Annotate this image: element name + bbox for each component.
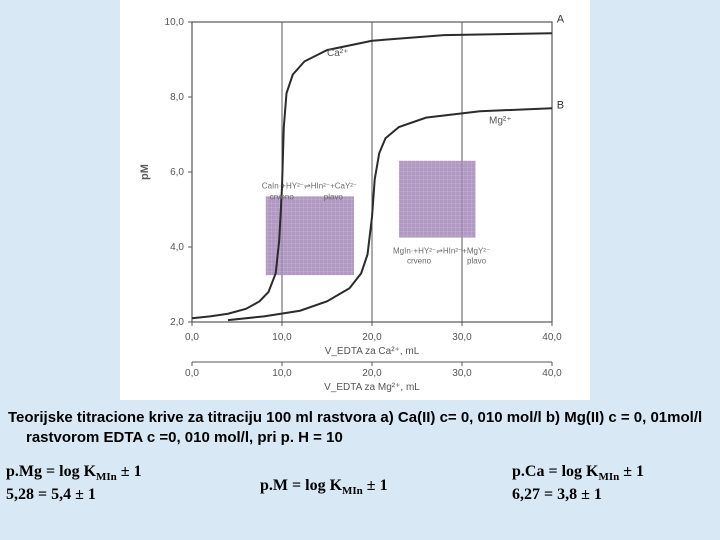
region-mg <box>399 161 476 238</box>
y-axis-label: pM <box>139 164 151 180</box>
xtick-top-label: 10,0 <box>272 332 292 343</box>
curve-a-label: A <box>557 13 565 25</box>
region-ca-sub-l: crveno <box>270 192 295 201</box>
eq-c-line1-post: ± 1 <box>363 477 388 494</box>
eq-ca-line2: 6,27 = 3,8 ± 1 <box>512 486 602 503</box>
eq-mg-line2: 5,28 = 5,4 ± 1 <box>6 486 96 503</box>
eq-mg-line1-sub: MIn <box>96 471 117 483</box>
eq-ca-line1-pre: p.Ca = log K <box>512 463 598 480</box>
species-mg-label: Mg²⁺ <box>489 115 512 126</box>
eq-ca: p.Ca = log KMIn ± 1 6,27 = 3,8 ± 1 <box>512 462 644 505</box>
xtick-top-label: 20,0 <box>362 332 382 343</box>
curve-b-label: B <box>557 100 564 112</box>
xtick-bottom-label: 40,0 <box>542 368 562 379</box>
ytick-label: 2,0 <box>170 317 184 328</box>
xtick-bottom-label: 0,0 <box>185 368 199 379</box>
xtick-bottom-label: 20,0 <box>362 368 382 379</box>
x-axis-top-label: V_EDTA za Ca²⁺, mL <box>325 346 420 357</box>
ytick-label: 6,0 <box>170 167 184 178</box>
ytick-label: 10,0 <box>165 17 185 28</box>
page-root: A B Ca²⁺ Mg²⁺ CaIn·+HY²⁻⇌HIn²⁻+CaY²⁻ crveno pl… <box>0 0 720 540</box>
ytick-label: 8,0 <box>170 92 184 103</box>
figure-caption: Teorijske titracione krive za titraciju … <box>8 408 720 449</box>
x-axis-bottom-label: V_EDTA za Mg²⁺, mL <box>324 382 420 393</box>
equations-row: p.Mg = log KMIn ± 1 5,28 = 5,4 ± 1 p.M =… <box>0 462 720 532</box>
region-mg-sub-r: plavo <box>467 257 487 266</box>
chart-panel: A B Ca²⁺ Mg²⁺ CaIn·+HY²⁻⇌HIn²⁻+CaY²⁻ crveno pl… <box>120 0 590 400</box>
eq-mg: p.Mg = log KMIn ± 1 5,28 = 5,4 ± 1 <box>6 462 142 505</box>
eq-ca-line1-post: ± 1 <box>619 463 644 480</box>
xtick-bottom-label: 30,0 <box>452 368 472 379</box>
region-mg-eq: MgIn·+HY²⁻⇌HIn²⁻+MgY²⁻ <box>393 247 490 256</box>
region-mg-sub-l: crveno <box>407 257 432 266</box>
eq-c-line1-pre: p.M = log K <box>260 477 342 494</box>
region-ca-eq: CaIn·+HY²⁻⇌HIn²⁻+CaY²⁻ <box>262 181 357 190</box>
titration-chart: A B Ca²⁺ Mg²⁺ CaIn·+HY²⁻⇌HIn²⁻+CaY²⁻ crveno pl… <box>120 0 590 400</box>
eq-ca-line1-sub: MIn <box>598 471 619 483</box>
region-ca-sub-r: plavo <box>324 192 344 201</box>
ytick-label: 4,0 <box>170 242 184 253</box>
xtick-top-label: 0,0 <box>185 332 199 343</box>
eq-mg-line1-post: ± 1 <box>117 463 142 480</box>
eq-center: p.M = log KMIn ± 1 <box>260 476 388 499</box>
species-ca-label: Ca²⁺ <box>327 48 348 59</box>
eq-mg-line1-pre: p.Mg = log K <box>6 463 96 480</box>
eq-c-line1-sub: MIn <box>342 485 363 497</box>
xtick-top-label: 40,0 <box>542 332 562 343</box>
xtick-bottom-label: 10,0 <box>272 368 292 379</box>
xtick-top-label: 30,0 <box>452 332 472 343</box>
